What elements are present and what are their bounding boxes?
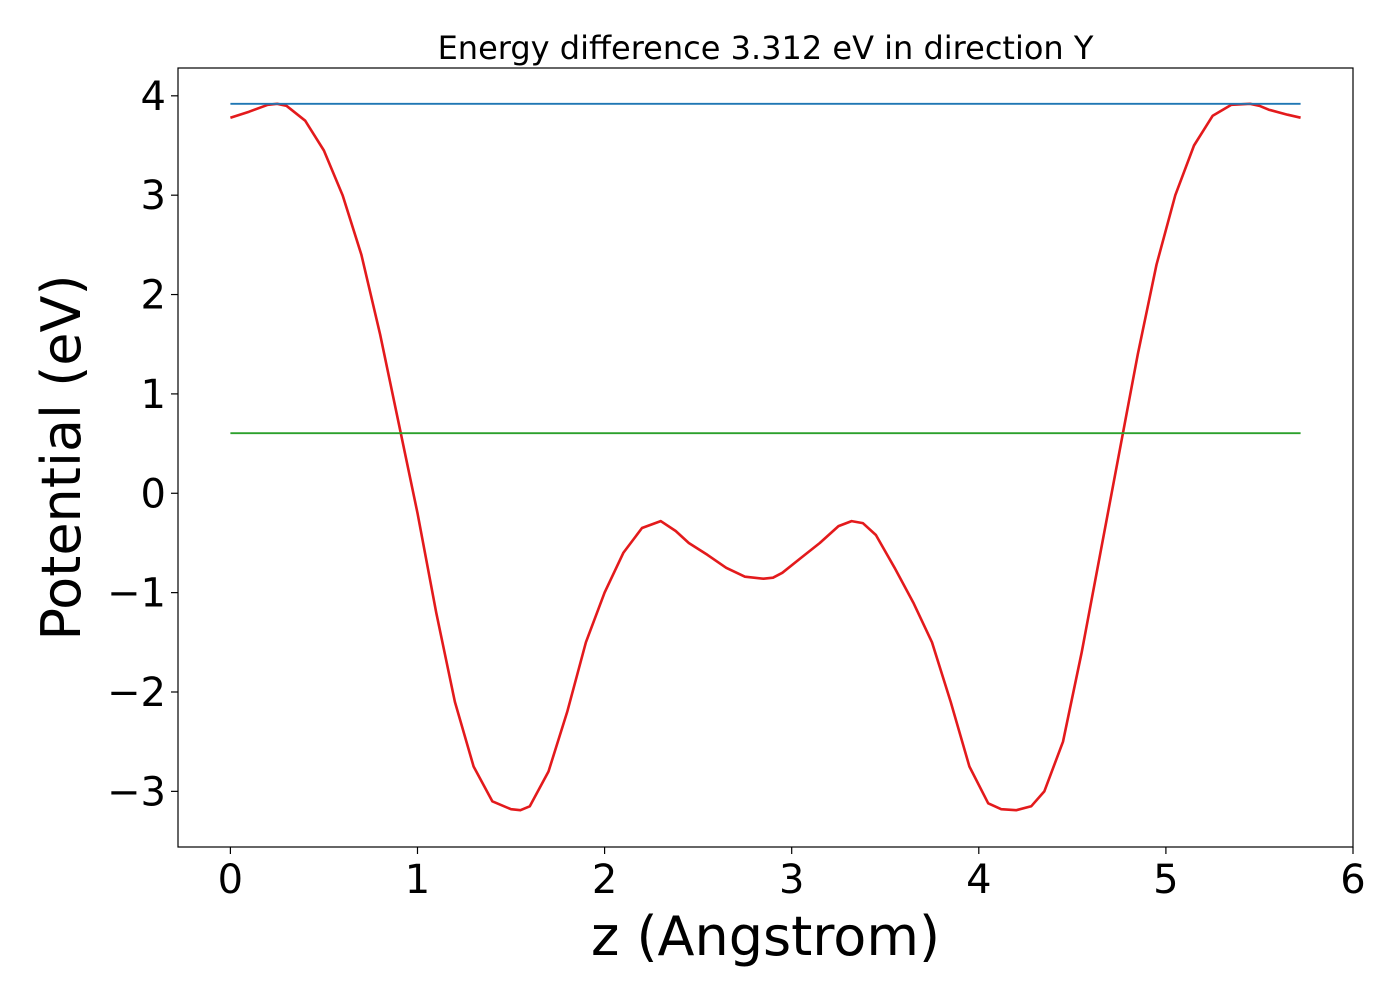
x-tick-label: 0 xyxy=(218,857,243,903)
x-tick-label: 5 xyxy=(1153,857,1178,903)
y-tick-label: 3 xyxy=(141,173,166,219)
x-tick-label: 1 xyxy=(405,857,430,903)
chart-title: Energy difference 3.312 eV in direction … xyxy=(438,29,1094,67)
x-axis-ticks: 0 1 2 3 4 5 6 xyxy=(218,847,1366,903)
y-axis-ticks: 4 3 2 1 0 −1 −2 −3 xyxy=(107,74,178,815)
y-tick-label: 1 xyxy=(141,372,166,418)
x-axis-label: z (Angstrom) xyxy=(591,905,940,968)
y-tick-label: −1 xyxy=(107,571,166,617)
plot-frame xyxy=(177,67,1354,848)
y-tick-label: 4 xyxy=(141,74,166,120)
x-tick-label: 3 xyxy=(779,857,804,903)
y-tick-label: −3 xyxy=(107,769,166,815)
x-tick-label: 4 xyxy=(966,857,991,903)
y-tick-label: −2 xyxy=(107,670,166,716)
x-tick-label: 6 xyxy=(1340,857,1365,903)
y-tick-label: 0 xyxy=(141,471,166,517)
series-line-0 xyxy=(230,102,1301,812)
x-tick-label: 2 xyxy=(592,857,617,903)
plot-lines xyxy=(230,102,1301,812)
y-axis-label: Potential (eV) xyxy=(30,274,93,640)
y-tick-label: 2 xyxy=(141,273,166,319)
